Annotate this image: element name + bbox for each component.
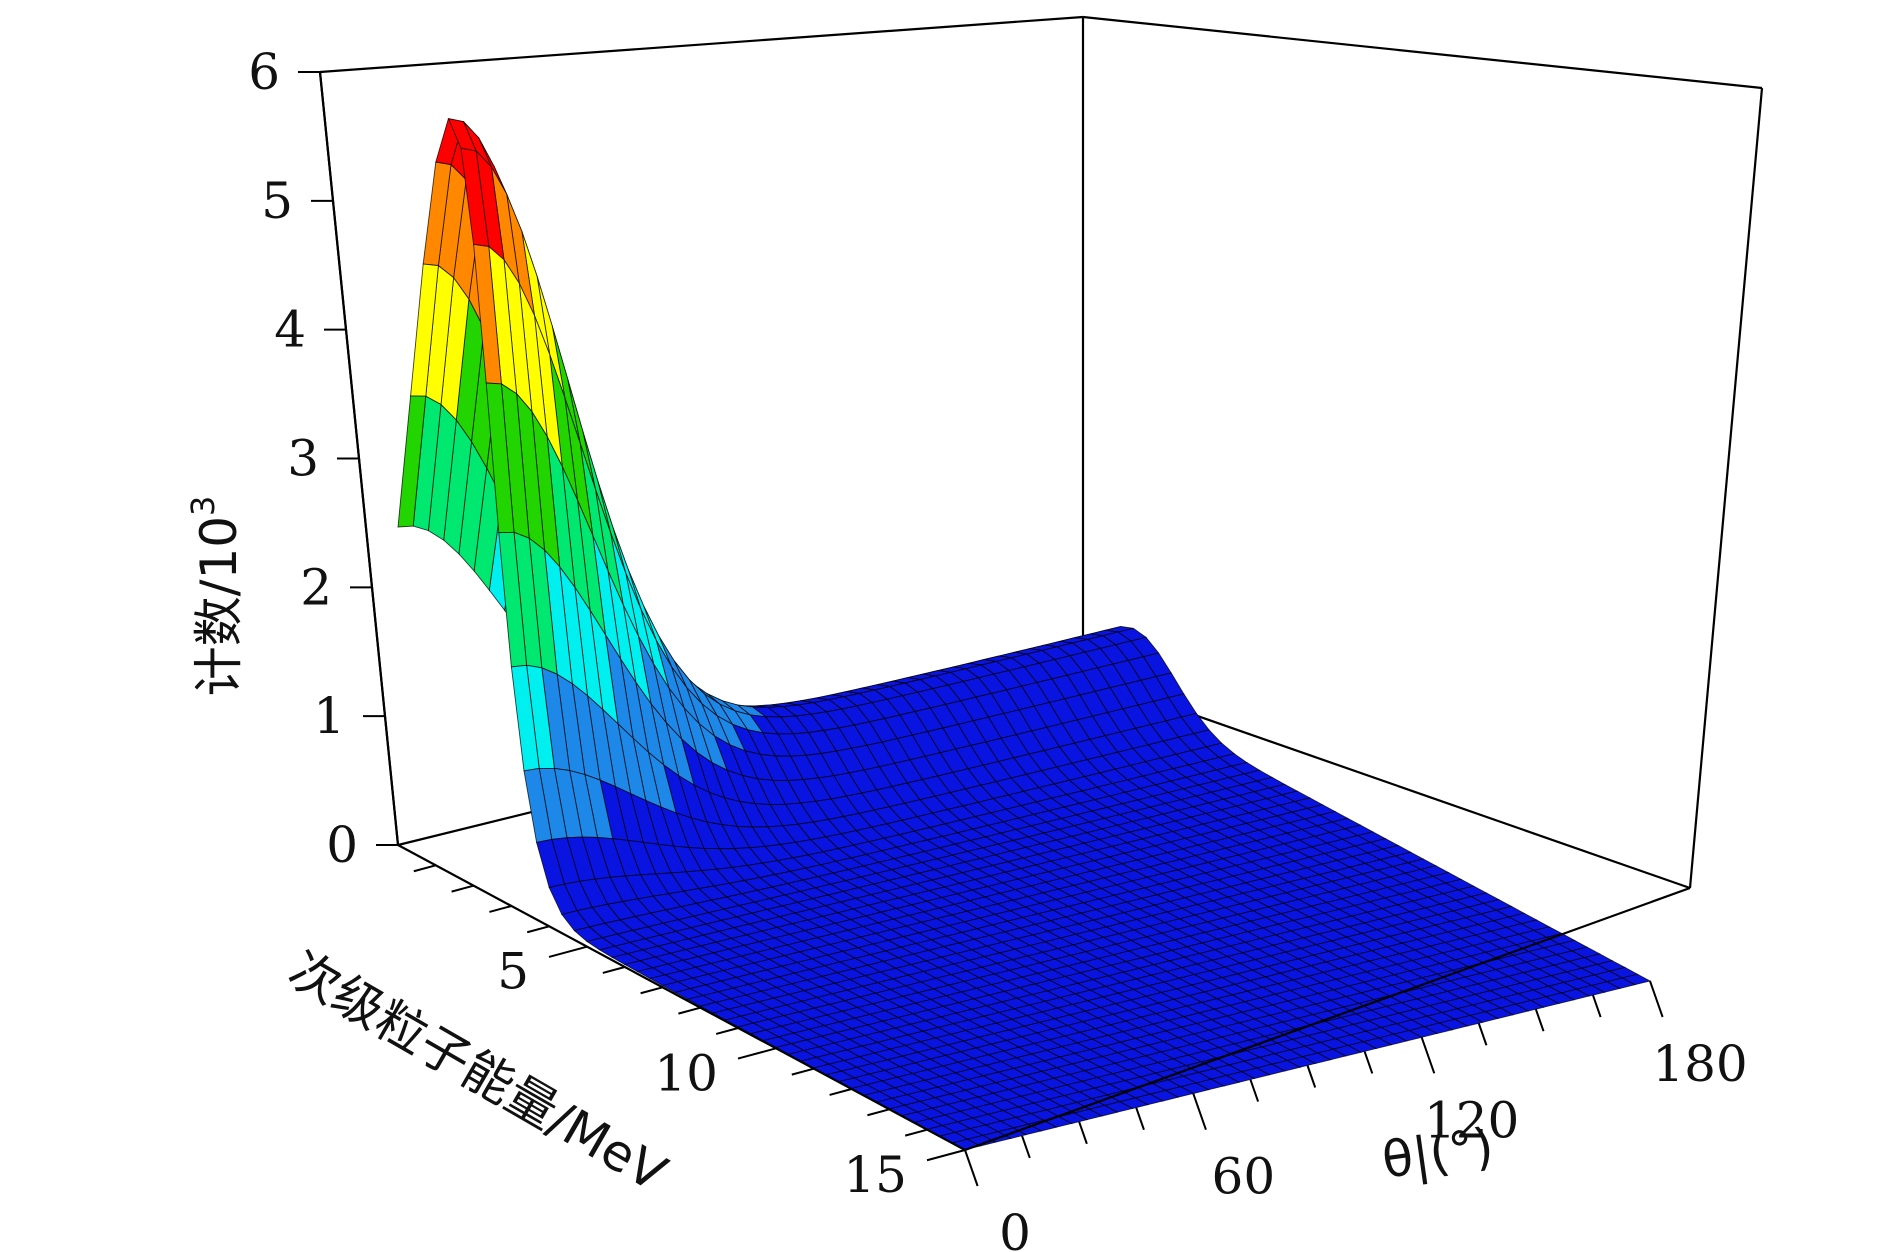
- x-axis-title: 次级粒子能量/MeV: [279, 940, 676, 1203]
- y-tick-mark: [1477, 1022, 1488, 1046]
- x-tick-mark: [791, 1067, 815, 1076]
- y-tick-mark: [1021, 1135, 1031, 1159]
- y-axis-ticks: 0 60 120 180: [964, 980, 1748, 1252]
- y-tick-mark: [1135, 1107, 1145, 1131]
- x-tick-mark: [413, 864, 437, 873]
- x-tick-mark: [678, 1006, 701, 1015]
- y-tick-mark: [1249, 1079, 1260, 1102]
- x-tick-label: 15: [843, 1146, 907, 1204]
- y-tick-mark: [1078, 1121, 1088, 1145]
- y-tick-mark: [1534, 1008, 1545, 1032]
- surface-mesh: [397, 117, 1652, 1151]
- z-tick-label: 6: [248, 43, 280, 101]
- x-tick-mark: [829, 1088, 852, 1096]
- z-tick-label: 2: [300, 558, 332, 616]
- z-tick-label: 0: [326, 816, 358, 874]
- y-tick-mark: [964, 1149, 979, 1187]
- x-tick-mark: [715, 1027, 739, 1035]
- z-tick-label: 4: [274, 301, 306, 359]
- x-tick-label: 5: [497, 943, 529, 1001]
- y-tick-mark: [1420, 1037, 1436, 1074]
- y-tick-mark: [1192, 1093, 1207, 1130]
- y-tick-mark: [1649, 980, 1664, 1018]
- z-axis-ticks: 0 1 2 3 4 5 6: [248, 43, 398, 874]
- x-tick-label: 10: [654, 1044, 718, 1102]
- y-tick-mark: [1363, 1051, 1374, 1074]
- y-tick-mark: [1591, 994, 1602, 1018]
- y-tick-label: 60: [1212, 1148, 1276, 1206]
- z-tick-label: 3: [287, 430, 319, 488]
- y-tick-label: 180: [1652, 1035, 1747, 1093]
- x-tick-mark: [451, 884, 474, 893]
- y-tick-label: 0: [999, 1204, 1031, 1252]
- z-tick-label: 1: [313, 687, 345, 745]
- x-tick-mark: [489, 905, 512, 913]
- x-axis-ticks: 5 10 15: [413, 864, 966, 1204]
- x-tick-mark: [737, 1047, 777, 1060]
- x-tick-mark: [867, 1108, 890, 1117]
- z-axis-title: 计数/103: [184, 496, 248, 697]
- x-tick-mark: [926, 1149, 966, 1162]
- x-tick-mark: [526, 925, 550, 934]
- x-tick-mark: [602, 966, 626, 974]
- x-tick-mark: [904, 1128, 928, 1137]
- z-tick-label: 5: [261, 172, 293, 230]
- y-tick-mark: [1306, 1065, 1317, 1088]
- x-tick-mark: [548, 945, 588, 958]
- x-tick-mark: [640, 986, 663, 995]
- y-tick-label: 120: [1424, 1091, 1519, 1149]
- y-axis-title: θ|(°): [1379, 1117, 1497, 1190]
